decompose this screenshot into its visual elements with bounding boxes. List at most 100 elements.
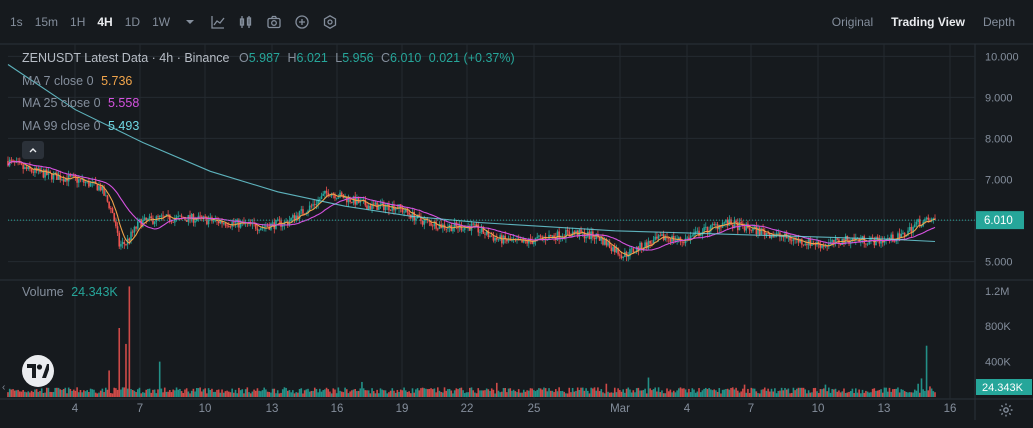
volume-bar <box>88 392 90 397</box>
volume-bar <box>760 389 763 397</box>
volume-bar <box>920 378 923 397</box>
candle-body <box>767 233 769 234</box>
timeframe-1d[interactable]: 1D <box>124 15 141 29</box>
candle-body <box>613 246 616 253</box>
volume-bar <box>905 391 908 397</box>
volume-bar <box>509 388 512 397</box>
volume-bar <box>586 390 589 397</box>
volume-bar <box>494 393 496 397</box>
volume-bar <box>340 391 343 397</box>
candle-body <box>748 228 751 231</box>
camera-icon[interactable] <box>260 10 288 34</box>
candle-body <box>475 223 478 225</box>
candle-body <box>452 228 454 232</box>
candle-body <box>485 230 488 235</box>
volume-bar <box>115 388 117 397</box>
candle-body <box>189 215 191 220</box>
scroll-left-icon[interactable]: ‹ <box>2 382 6 393</box>
volume-bar <box>469 387 471 397</box>
volume-bar <box>482 390 485 397</box>
caret-down-icon[interactable] <box>176 10 204 34</box>
candle-body <box>691 235 694 237</box>
volume-bar <box>418 390 421 397</box>
timeframe-1s[interactable]: 1s <box>10 15 23 29</box>
candle-body <box>620 255 623 258</box>
view-tab-depth[interactable]: Depth <box>982 15 1015 29</box>
candle-body <box>108 201 110 209</box>
volume-bar <box>457 389 459 397</box>
volume-bar <box>376 389 378 397</box>
volume-bar <box>828 387 830 397</box>
candle-body <box>913 224 916 228</box>
candle-body <box>758 227 761 235</box>
candle-body <box>807 238 810 246</box>
volume-bar <box>679 387 682 397</box>
volume-bar <box>580 387 582 397</box>
volume-bar <box>659 392 662 397</box>
volume-bar <box>706 389 709 397</box>
collapse-legend-button[interactable] <box>22 141 44 159</box>
candle-body <box>775 233 778 236</box>
volume-bar <box>683 388 685 397</box>
candle-body <box>229 226 232 228</box>
candle-body <box>860 239 862 242</box>
volume-bar <box>878 389 881 397</box>
volume-bar <box>568 387 571 397</box>
candle-body <box>256 228 259 231</box>
volume-bar <box>399 389 402 397</box>
candle-body <box>661 234 663 237</box>
volume-bar <box>374 393 377 397</box>
view-tab-trading-view[interactable]: Trading View <box>891 15 965 29</box>
candle-body <box>99 186 102 191</box>
candle-body <box>865 243 867 245</box>
candle-body <box>898 233 901 238</box>
volume-bar <box>544 388 547 397</box>
candle-body <box>435 221 437 229</box>
volume-bar <box>96 393 99 397</box>
settings-hex-icon[interactable] <box>316 10 344 34</box>
candle-body <box>866 243 869 245</box>
indicators-icon[interactable] <box>232 10 260 34</box>
volume-bar <box>175 387 178 397</box>
volume-bar <box>17 389 19 397</box>
timeframe-1h[interactable]: 1H <box>70 15 86 29</box>
candle-body <box>143 217 146 221</box>
candle-body <box>710 225 712 232</box>
candle-body <box>202 216 205 218</box>
volume-bar <box>180 391 183 397</box>
volume-bar <box>286 390 289 397</box>
volume-bar <box>678 388 680 397</box>
candle-body <box>605 239 608 246</box>
candle-body <box>639 242 641 251</box>
timeframe-4h[interactable]: 4H <box>97 15 113 29</box>
volume-bar <box>415 389 417 397</box>
volume-bar <box>881 392 884 397</box>
volume-bar <box>142 392 144 397</box>
volume-bar <box>293 393 296 397</box>
timeframe-15m[interactable]: 15m <box>34 15 59 29</box>
volume-bar <box>292 390 294 397</box>
candle-body <box>367 205 370 210</box>
volume-bar <box>504 387 507 397</box>
chart-settings-button[interactable] <box>995 399 1017 421</box>
timeframe-1w[interactable]: 1W <box>152 15 171 29</box>
volume-bar <box>890 391 892 397</box>
volume-bar <box>421 387 424 397</box>
candle-body <box>743 225 746 231</box>
volume-bar <box>413 392 415 397</box>
volume-bar <box>158 361 161 397</box>
volume-bar <box>718 388 721 397</box>
candle-body <box>121 242 124 245</box>
price-tick-label: 7.000 <box>985 174 1013 186</box>
candle-body <box>378 204 380 210</box>
volume-bar <box>133 390 136 397</box>
volume-bar <box>20 391 23 397</box>
candle-body <box>777 232 780 234</box>
plus-circle-icon[interactable] <box>288 10 316 34</box>
line-chart-icon[interactable] <box>204 10 232 34</box>
view-tab-original[interactable]: Original <box>831 15 874 29</box>
volume-bar <box>197 388 200 397</box>
candle-body <box>752 227 754 231</box>
candle-body <box>29 166 31 169</box>
